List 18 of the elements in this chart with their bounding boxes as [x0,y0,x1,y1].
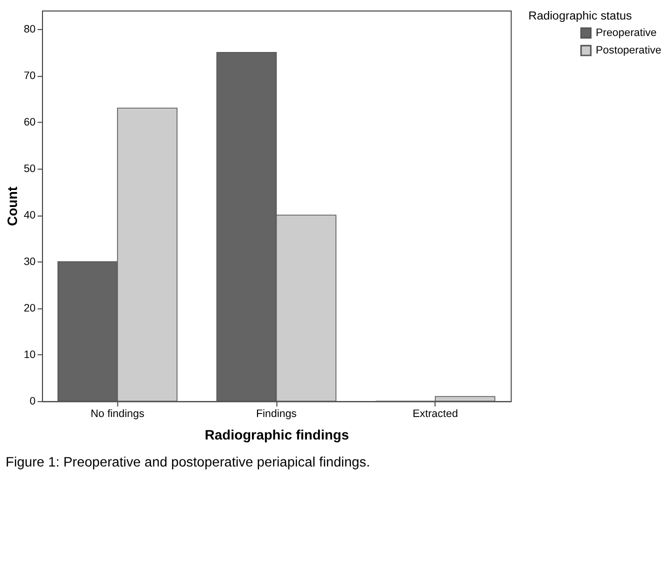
y-tick-label: 0 [30,396,36,408]
y-tick-label: 10 [24,349,36,362]
y-tick-label: 40 [24,210,36,222]
legend-label: Postoperative [596,44,662,56]
x-tick-label: Findings [256,408,297,420]
x-axis-title: Radiographic findings [204,428,350,443]
y-tick-label: 70 [24,70,36,82]
caption: Figure 1: Preoperative and postoperative periapical findings. [6,454,370,470]
y-tick-label: 50 [24,163,36,176]
legend-title: Radiographic status [528,9,632,22]
y-tick-label: 60 [24,116,36,129]
y-tick-label: 80 [24,24,36,36]
y-tick-label: 20 [24,302,36,315]
y-tick-label: 30 [24,256,36,268]
x-tick-label: Extracted [412,408,458,420]
y-axis-title: Count [4,186,20,226]
legend-label: Preoperative [596,26,657,39]
x-tick-label: No findings [90,408,144,420]
